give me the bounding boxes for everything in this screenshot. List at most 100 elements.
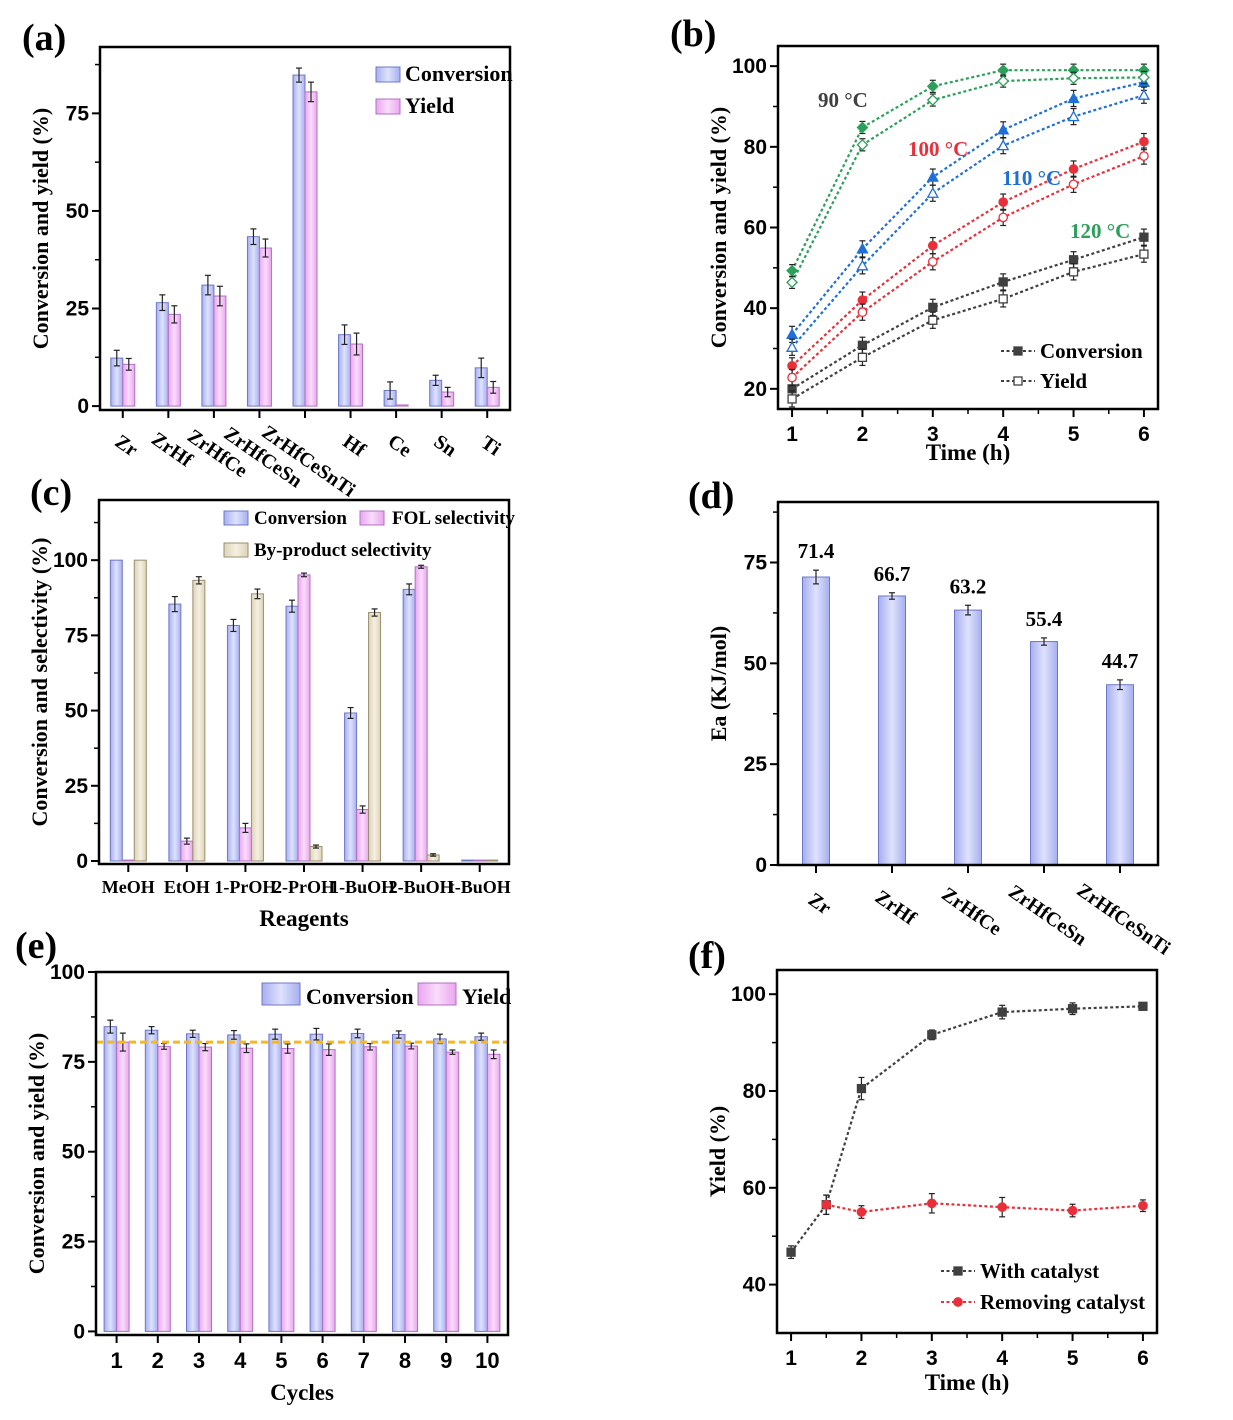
series-line-with-catalyst — [790, 1005, 1143, 1253]
diamond-marker — [856, 138, 869, 151]
x-tick-label: 3 — [927, 423, 939, 446]
circle-marker — [998, 197, 1009, 207]
y-tick-label: 75 — [744, 552, 768, 575]
bar-conversion — [392, 1034, 406, 1332]
bar-by-product-selectivity — [250, 593, 264, 862]
square-marker — [997, 1007, 1007, 1017]
y-axis-label: Yield (%) — [705, 1106, 730, 1197]
bar-value — [954, 609, 982, 866]
y-tick-label: 25 — [65, 775, 89, 798]
bar-conversion — [168, 603, 182, 862]
bar-conversion — [338, 334, 352, 407]
x-tick-label: 6 — [1138, 423, 1150, 446]
plot-frame — [776, 500, 1160, 867]
bar-conversion — [186, 1033, 200, 1332]
diamond-marker — [856, 121, 869, 134]
y-axis-label: Conversion and yield (%) — [28, 108, 53, 349]
triangle-marker — [997, 123, 1010, 135]
x-tick-label: 3 — [193, 1348, 205, 1373]
y-tick-label: 100 — [731, 983, 766, 1006]
circle-marker — [997, 1202, 1008, 1213]
legend-label: FOL selectivity — [392, 508, 515, 529]
circle-marker — [1067, 1205, 1078, 1216]
circle-marker — [821, 1199, 832, 1210]
bar-value — [878, 595, 906, 866]
square-marker — [1013, 376, 1023, 386]
temperature-annotation: 110 °C — [1002, 166, 1061, 190]
circle-marker — [953, 1297, 963, 1307]
y-tick-label: 80 — [743, 1080, 766, 1103]
x-axis-label: Time (h) — [925, 1370, 1010, 1395]
legend-swatch — [223, 542, 249, 558]
y-tick-label: 50 — [65, 700, 88, 723]
triangle-marker — [926, 170, 939, 182]
legend-label: Yield — [405, 93, 454, 118]
triangle-marker — [785, 340, 799, 352]
x-axis-label: Time (h) — [926, 440, 1011, 465]
diamond-marker — [997, 75, 1010, 88]
bar-yield — [395, 404, 409, 407]
x-tick-label: Sn — [430, 431, 461, 462]
bar-by-product-selectivity — [192, 579, 206, 862]
series-line-conversion — [791, 69, 1144, 272]
x-axis-label: Cycles — [270, 1380, 334, 1405]
legend-swatch — [261, 982, 301, 1006]
circle-marker — [927, 256, 938, 267]
circle-marker — [857, 307, 868, 318]
x-tick-label: 5 — [1067, 1347, 1079, 1370]
bar-conversion — [433, 1038, 447, 1332]
circle-marker — [1068, 164, 1079, 174]
triangle-marker — [1067, 92, 1080, 104]
series-line-removing-catalyst — [826, 1202, 1144, 1214]
x-tick-label: 2 — [857, 423, 869, 446]
bar-by-product-selectivity — [368, 612, 382, 862]
y-tick-label: 0 — [76, 850, 88, 873]
bar-yield — [258, 247, 272, 407]
diamond-marker — [786, 264, 798, 277]
legend-swatch — [223, 510, 249, 526]
bar-fol-selectivity — [356, 809, 370, 862]
diamond-marker — [926, 80, 939, 93]
square-marker — [953, 1266, 963, 1276]
y-tick-label: 25 — [66, 298, 90, 321]
bar-conversion — [103, 1026, 118, 1332]
x-tick-label: 3 — [926, 1347, 938, 1370]
square-marker — [1139, 232, 1149, 242]
circle-marker — [787, 372, 797, 383]
circle-marker — [787, 360, 797, 371]
x-tick-label: MeOH — [102, 877, 155, 897]
bar-value — [1106, 684, 1134, 866]
triangle-marker — [997, 139, 1010, 151]
triangle-marker — [926, 186, 939, 198]
y-tick-label: 0 — [73, 1320, 85, 1343]
triangle-marker — [856, 242, 869, 254]
bar-conversion — [309, 1033, 324, 1332]
bar-yield — [213, 295, 227, 407]
circle-marker — [1139, 151, 1149, 161]
square-marker — [856, 1083, 867, 1094]
plot-frame — [98, 45, 512, 412]
bar-yield — [116, 1041, 130, 1332]
x-tick-label: Hf — [339, 431, 370, 462]
x-tick-label: 4 — [997, 423, 1009, 446]
x-tick-label: Zr — [804, 889, 835, 920]
x-tick-label: 2 — [152, 1348, 164, 1373]
bar-yield — [157, 1045, 171, 1332]
square-marker — [787, 394, 797, 404]
x-tick-label: Ce — [384, 430, 416, 461]
square-marker — [928, 302, 938, 313]
diamond-marker — [926, 94, 939, 106]
x-tick-label: 9 — [440, 1348, 452, 1373]
y-axis-label: Conversion and selectivity (%) — [27, 537, 52, 826]
y-tick-label: 40 — [744, 297, 767, 320]
legend-label: With catalyst — [980, 1259, 1099, 1283]
bar-conversion — [109, 559, 123, 862]
y-tick-label: 100 — [50, 961, 85, 984]
bar-yield — [198, 1046, 212, 1332]
data-label: 44.7 — [1102, 649, 1139, 673]
legend-label: Yield — [462, 984, 511, 1009]
x-tick-label: 2 — [856, 1347, 868, 1370]
